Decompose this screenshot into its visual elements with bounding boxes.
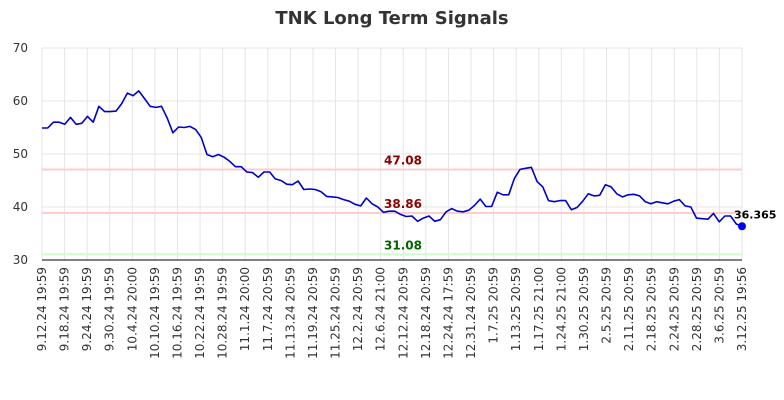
- x-tick-label: 10.28.24 19:59: [216, 267, 230, 359]
- x-tick-label: 1.24.25 21:00: [554, 267, 568, 351]
- last-value-label: 36.365: [734, 208, 776, 221]
- y-tick-label: 50: [13, 147, 28, 161]
- x-tick-label: 2.24.25 20:59: [667, 267, 681, 351]
- x-tick-label: 12.2.24 20:59: [351, 267, 365, 351]
- chart-title: TNK Long Term Signals: [275, 8, 509, 29]
- x-tick-label: 10.4.24 20:00: [125, 267, 139, 351]
- x-tick-label: 9.30.24 19:59: [103, 267, 117, 351]
- x-tick-label: 10.10.24 19:59: [148, 267, 162, 359]
- x-tick-label: 9.12.24 19:59: [35, 267, 49, 351]
- x-tick-label: 2.28.25 20:59: [690, 267, 704, 351]
- x-tick-label: 10.22.24 19:59: [193, 267, 207, 359]
- x-tick-label: 12.24.24 17:59: [441, 267, 455, 359]
- x-tick-label: 2.18.25 20:59: [645, 267, 659, 351]
- x-tick-label: 1.7.25 20:59: [487, 267, 501, 344]
- x-tick-label: 1.30.25 20:59: [577, 267, 591, 351]
- reference-line-label: 47.08: [384, 153, 422, 167]
- y-tick-label: 30: [13, 253, 28, 267]
- x-tick-label: 2.5.25 20:59: [600, 267, 614, 344]
- x-tick-label: 12.31.24 20:59: [464, 267, 478, 359]
- y-tick-label: 40: [13, 200, 28, 214]
- reference-lines: [42, 168, 742, 256]
- y-tick-label: 60: [13, 94, 28, 108]
- x-tick-label: 9.18.24 19:59: [58, 267, 72, 351]
- grid-layer: [41, 47, 743, 261]
- x-tick-label: 12.12.24 20:59: [396, 267, 410, 359]
- reference-line-label: 38.86: [384, 197, 422, 211]
- x-tick-label: 1.17.25 21:00: [532, 267, 546, 351]
- axes: 30 40 50 60 70 9.12.24 19:59 9.18.24 19:59 9.24…: [13, 41, 749, 359]
- x-tick-label: 3.12.25 19:56: [735, 267, 749, 351]
- x-tick-label: 1.13.25 20:59: [509, 267, 523, 351]
- price-series-line: [42, 90, 743, 228]
- x-tick-label: 2.11.25 20:59: [622, 267, 636, 351]
- x-tick-label: 11.1.24 20:00: [238, 267, 252, 351]
- x-tick-label: 11.13.24 20:59: [283, 267, 297, 359]
- series-layer: [42, 90, 746, 231]
- x-tick-label: 11.25.24 20:59: [329, 267, 343, 359]
- x-tick-label: 10.16.24 19:59: [170, 267, 184, 359]
- reference-line-label: 31.08: [384, 238, 422, 252]
- x-tick-label: 12.6.24 21:00: [374, 267, 388, 351]
- x-tick-label: 11.7.24 20:59: [261, 267, 275, 351]
- x-tick-label: 3.6.25 20:59: [712, 267, 726, 344]
- x-tick-label: 12.18.24 20:59: [419, 267, 433, 359]
- x-tick-label: 11.19.24 20:59: [306, 267, 320, 359]
- x-tick-label: 9.24.24 19:59: [80, 267, 94, 351]
- labels-layer: 47.08 38.86 31.08 36.365: [384, 153, 776, 252]
- last-data-point: [738, 222, 746, 231]
- y-tick-label: 70: [13, 41, 28, 55]
